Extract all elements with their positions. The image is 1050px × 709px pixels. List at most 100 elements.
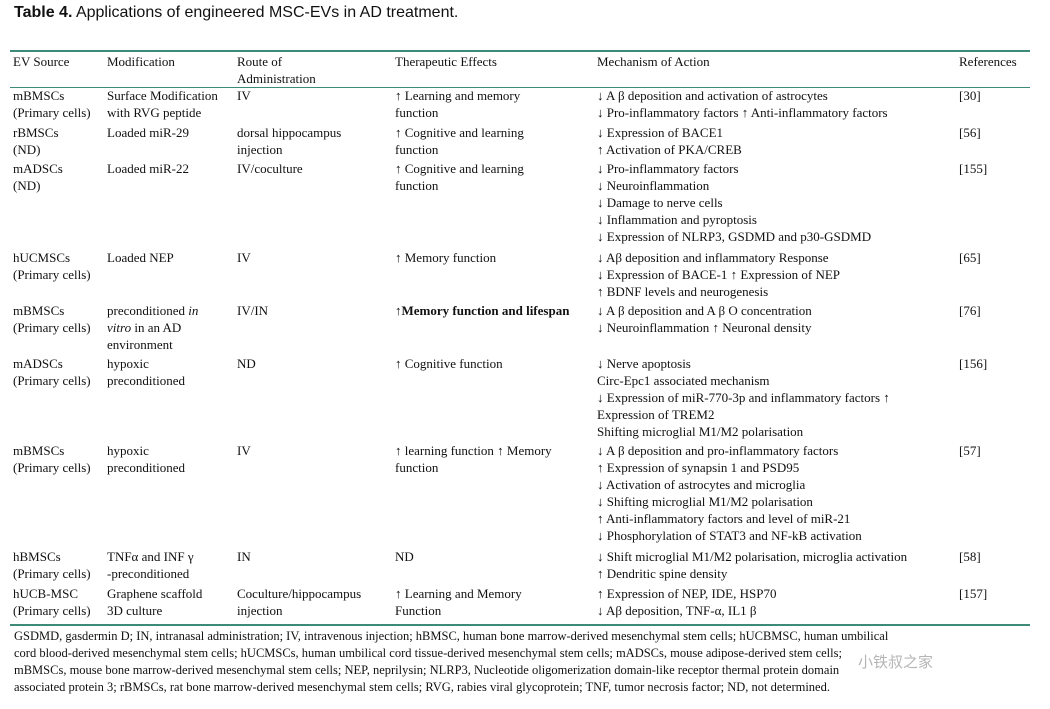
cell-modification: Graphene scaffold 3D culture (104, 585, 234, 622)
cell-ev-source-line: hUCB-MSC (13, 586, 79, 601)
cell-route: IN (234, 548, 392, 585)
cell-mechanism: ↑ Expression of NEP, IDE, HSP70 ↓ Aβ depo… (594, 585, 956, 622)
cell-route-line: IV/coculture (237, 161, 303, 176)
cell-modification-line: Loaded miR-29 (107, 125, 189, 140)
header-route: Route of Administration (234, 53, 392, 87)
cell-modification: Surface Modification with RVG peptide (104, 87, 234, 124)
cell-modification-line: Graphene scaffold (107, 586, 203, 601)
cell-modification: preconditioned in vitro in an AD environme… (104, 302, 234, 355)
table-row: hUCMSCs (Primary cells) Loaded NEP IV ↑ Memo… (10, 249, 1030, 302)
cell-route: ND (234, 355, 392, 442)
cell-route: Coculture/hippocampus injection (234, 585, 392, 622)
cell-modification-line: with RVG peptide (107, 105, 202, 120)
cell-route-line: injection (237, 142, 283, 157)
cell-mechanism-line: ↓ Aβ deposition and inflammatory Respons… (597, 250, 829, 265)
header-mechanism: Mechanism of Action (597, 54, 710, 69)
cell-effects: ↑Memory function and lifespan (392, 302, 594, 355)
cell-mechanism-line: Expression of TREM2 (597, 407, 715, 422)
cell-ev-source-line: (ND) (13, 178, 41, 193)
cell-ev-source-line: (Primary cells) (13, 566, 91, 581)
cell-modification-line: preconditioned in (107, 302, 231, 319)
cell-modification-line: Loaded miR-22 (107, 161, 189, 176)
cell-route-line: injection (237, 603, 283, 618)
cell-reference: [65] (959, 250, 981, 265)
table-row: rBMSCs (ND) Loaded miR-29 dorsal hippocampu… (10, 124, 1030, 160)
cell-ev-source-line: (Primary cells) (13, 267, 91, 282)
table-footnote: GSDMD, gasdermin D; IN, intranasal admin… (14, 628, 1034, 696)
modification-text: preconditioned (107, 303, 189, 318)
cell-ev-source-line: mBMSCs (13, 303, 65, 318)
cell-route: IV (234, 87, 392, 124)
cell-reference: [56] (959, 125, 981, 140)
cell-modification-line: Surface Modification (107, 88, 218, 103)
cell-effects: ↑ Cognitive and learning function (392, 124, 594, 160)
modification-italic: vitro (107, 320, 132, 335)
cell-effects-line: ↑ Cognitive function (395, 356, 503, 371)
cell-route: dorsal hippocampus injection (234, 124, 392, 160)
header-row: EV Source Modification Route of Administ… (10, 53, 1030, 87)
cell-ev-source-line: hUCMSCs (13, 250, 71, 265)
cell-route-line: IV (237, 88, 251, 103)
header-references: References (959, 54, 1017, 69)
cell-reference: [155] (959, 161, 988, 176)
watermark-text: 小铁叔之家 (858, 653, 934, 671)
footnote-line: GSDMD, gasdermin D; IN, intranasal admin… (14, 629, 889, 643)
cell-mechanism: ↓ A β deposition and pro-inflammatory fa… (594, 442, 956, 548)
cell-mechanism-line: ↓ A β deposition and activation of astro… (597, 88, 828, 103)
cell-mechanism-line: ↑ Expression of NEP, IDE, HSP70 (597, 586, 777, 601)
cell-effects: ↑ Memory function (392, 249, 594, 302)
cell-effects-line: ↑ Cognitive and learning (395, 125, 524, 140)
cell-route-line: ND (237, 356, 256, 371)
cell-mechanism-line: ↓ Damage to nerve cells (597, 195, 723, 210)
cell-mechanism-line: ↓ A β deposition and A β O concentration (597, 303, 812, 318)
cell-effects: ↑ learning function ↑ Memory function (392, 442, 594, 548)
cell-ev-source-line: mADSCs (13, 161, 63, 176)
cell-mechanism: ↓ Shift microglial M1/M2 polarisation, m… (594, 548, 956, 585)
bottom-rule (10, 624, 1030, 626)
cell-effects-line: ND (395, 549, 414, 564)
header-route-line: Administration (237, 71, 316, 86)
cell-modification: Loaded miR-22 (104, 160, 234, 249)
cell-reference: [157] (959, 586, 988, 601)
cell-ev-source-line: (ND) (13, 142, 41, 157)
cell-reference: [76] (959, 303, 981, 318)
header-ev-source: EV Source (13, 54, 70, 69)
cell-mechanism-line: ↑ BDNF levels and neurogenesis (597, 284, 769, 299)
cell-ev-source-line: hBMSCs (13, 549, 61, 564)
caption-text: Applications of engineered MSC-EVs in AD… (75, 4, 459, 21)
cell-mechanism-line: ↓ Aβ deposition, TNF-α, IL1 β (597, 603, 757, 618)
footnote-line: associated protein 3; rBMSCs, rat bone m… (14, 680, 830, 694)
cell-mechanism: ↓ Pro-inflammatory factors ↓ Neuroinflamm… (594, 160, 956, 249)
cell-effects-line: ↑ Memory function (395, 250, 497, 265)
header-route-line: Route of (237, 54, 283, 69)
header-modification: Modification (107, 54, 175, 69)
cell-reference: [30] (959, 88, 981, 103)
cell-mechanism: ↓ A β deposition and A β O concentration… (594, 302, 956, 355)
cell-route-line: dorsal hippocampus (237, 125, 342, 140)
cell-mechanism-line: ↓ Nerve apoptosis (597, 356, 691, 371)
cell-mechanism-line: ↓ Phosphorylation of STAT3 and NF-kB act… (597, 528, 862, 543)
cell-effects: ↑ Learning and Memory Function (392, 585, 594, 622)
cell-effects-line: function (395, 142, 439, 157)
cell-mechanism: ↓ Expression of BACE1 ↑ Activation of PKA… (594, 124, 956, 160)
cell-mechanism-line: ↓ Inflammation and pyroptosis (597, 212, 757, 227)
footnote-line: mBMSCs, mouse bone marrow-derived mesenc… (14, 663, 840, 677)
cell-modification-line: -preconditioned (107, 566, 190, 581)
cell-mechanism-line: ↓ A β deposition and pro-inflammatory fa… (597, 443, 839, 458)
cell-route: IV (234, 442, 392, 548)
cell-ev-source: hUCMSCs (Primary cells) (10, 249, 104, 302)
cell-effects-line: ↑ Learning and Memory (395, 586, 522, 601)
cell-mechanism-line: Circ-Epc1 associated mechanism (597, 373, 770, 388)
cell-ev-source-line: (Primary cells) (13, 373, 91, 388)
cell-modification-line: 3D culture (107, 603, 163, 618)
cell-mechanism-line: ↑ Dendritic spine density (597, 566, 728, 581)
table-row: mBMSCs (Primary cells) preconditioned in vi… (10, 302, 1030, 355)
cell-effects-line: function (395, 105, 439, 120)
table-row: mADSCs (Primary cells) hypoxic precondition… (10, 355, 1030, 442)
cell-ev-source-line: mBMSCs (13, 443, 65, 458)
cell-ev-source: mBMSCs (Primary cells) (10, 87, 104, 124)
cell-ev-source-line: (Primary cells) (13, 460, 91, 475)
cell-ev-source: rBMSCs (ND) (10, 124, 104, 160)
cell-mechanism: ↓ A β deposition and activation of astro… (594, 87, 956, 124)
cell-modification: Loaded NEP (104, 249, 234, 302)
